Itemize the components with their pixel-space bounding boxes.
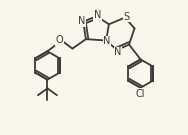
Text: N: N (114, 47, 122, 57)
Text: Cl: Cl (136, 89, 145, 99)
Text: S: S (124, 12, 130, 22)
Text: N: N (94, 10, 101, 20)
Text: N: N (78, 16, 86, 26)
Text: O: O (55, 35, 63, 45)
Text: N: N (103, 36, 111, 46)
